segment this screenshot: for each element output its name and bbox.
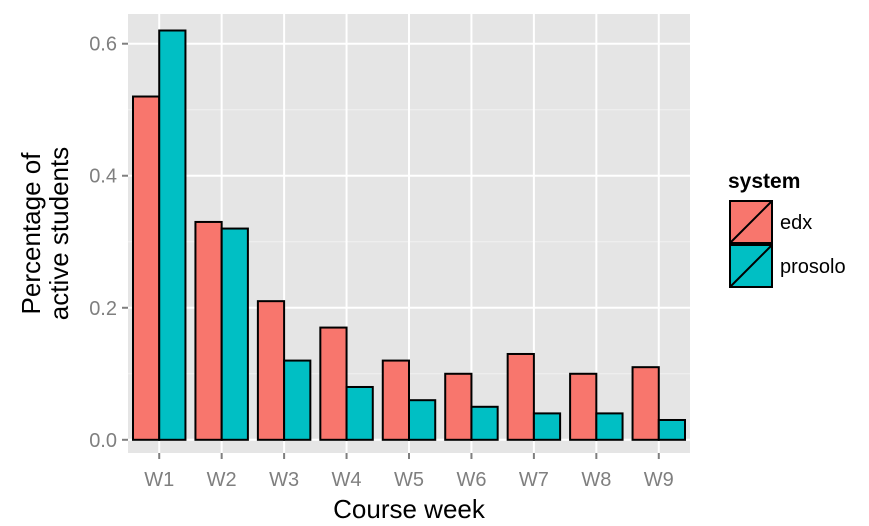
legend-title: system — [728, 170, 800, 193]
x-tick-label: W2 — [207, 469, 237, 491]
y-tick-label: 0.2 — [89, 298, 117, 320]
bar-edx-w3 — [256, 300, 286, 441]
bar-edx-w9 — [631, 366, 660, 441]
y-tick-label: 0.4 — [89, 166, 117, 188]
y-tick-label: 0.0 — [89, 430, 117, 452]
x-tick-label: W9 — [644, 469, 674, 491]
x-tick-label: W6 — [456, 469, 486, 491]
bar-prosolo-w7 — [532, 412, 562, 441]
x-tick-label: W7 — [519, 469, 549, 491]
bar-prosolo-w3 — [283, 359, 312, 441]
bar-prosolo-w6 — [470, 405, 499, 441]
y-axis-title: Percentage ofactive students — [16, 147, 74, 320]
bar-prosolo-w4 — [345, 385, 374, 441]
bar-edx-w8 — [569, 372, 598, 441]
legend: system edx prosolo — [728, 170, 846, 288]
bar-prosolo-w8 — [595, 412, 624, 441]
x-tick-label: W5 — [394, 469, 424, 491]
bar-edx-w1 — [131, 95, 161, 441]
bar-edx-w7 — [506, 352, 535, 441]
bar-prosolo-w1 — [158, 29, 187, 441]
y-axis-title-line: active students — [44, 147, 74, 320]
bar-edx-w5 — [381, 359, 411, 441]
bar-edx-w4 — [319, 326, 348, 441]
y-tick-label: 0.6 — [89, 34, 117, 56]
bar-edx-w2 — [194, 220, 223, 441]
bar-edx-w6 — [444, 372, 473, 441]
bar-prosolo-w2 — [220, 227, 249, 441]
bar-prosolo-w9 — [657, 418, 687, 441]
legend-label-prosolo: prosolo — [780, 256, 846, 278]
x-axis-title: Course week — [333, 494, 486, 524]
x-tick-label: W4 — [332, 469, 362, 491]
y-axis-title-line: Percentage of — [16, 152, 46, 315]
legend-label-edx: edx — [780, 212, 812, 234]
legend-key-slash — [729, 200, 773, 244]
bar-prosolo-w5 — [408, 399, 437, 441]
x-tick-label: W3 — [269, 469, 299, 491]
x-tick-label: W8 — [581, 469, 611, 491]
legend-key-slash — [729, 244, 773, 288]
x-tick-label: W1 — [144, 469, 174, 491]
